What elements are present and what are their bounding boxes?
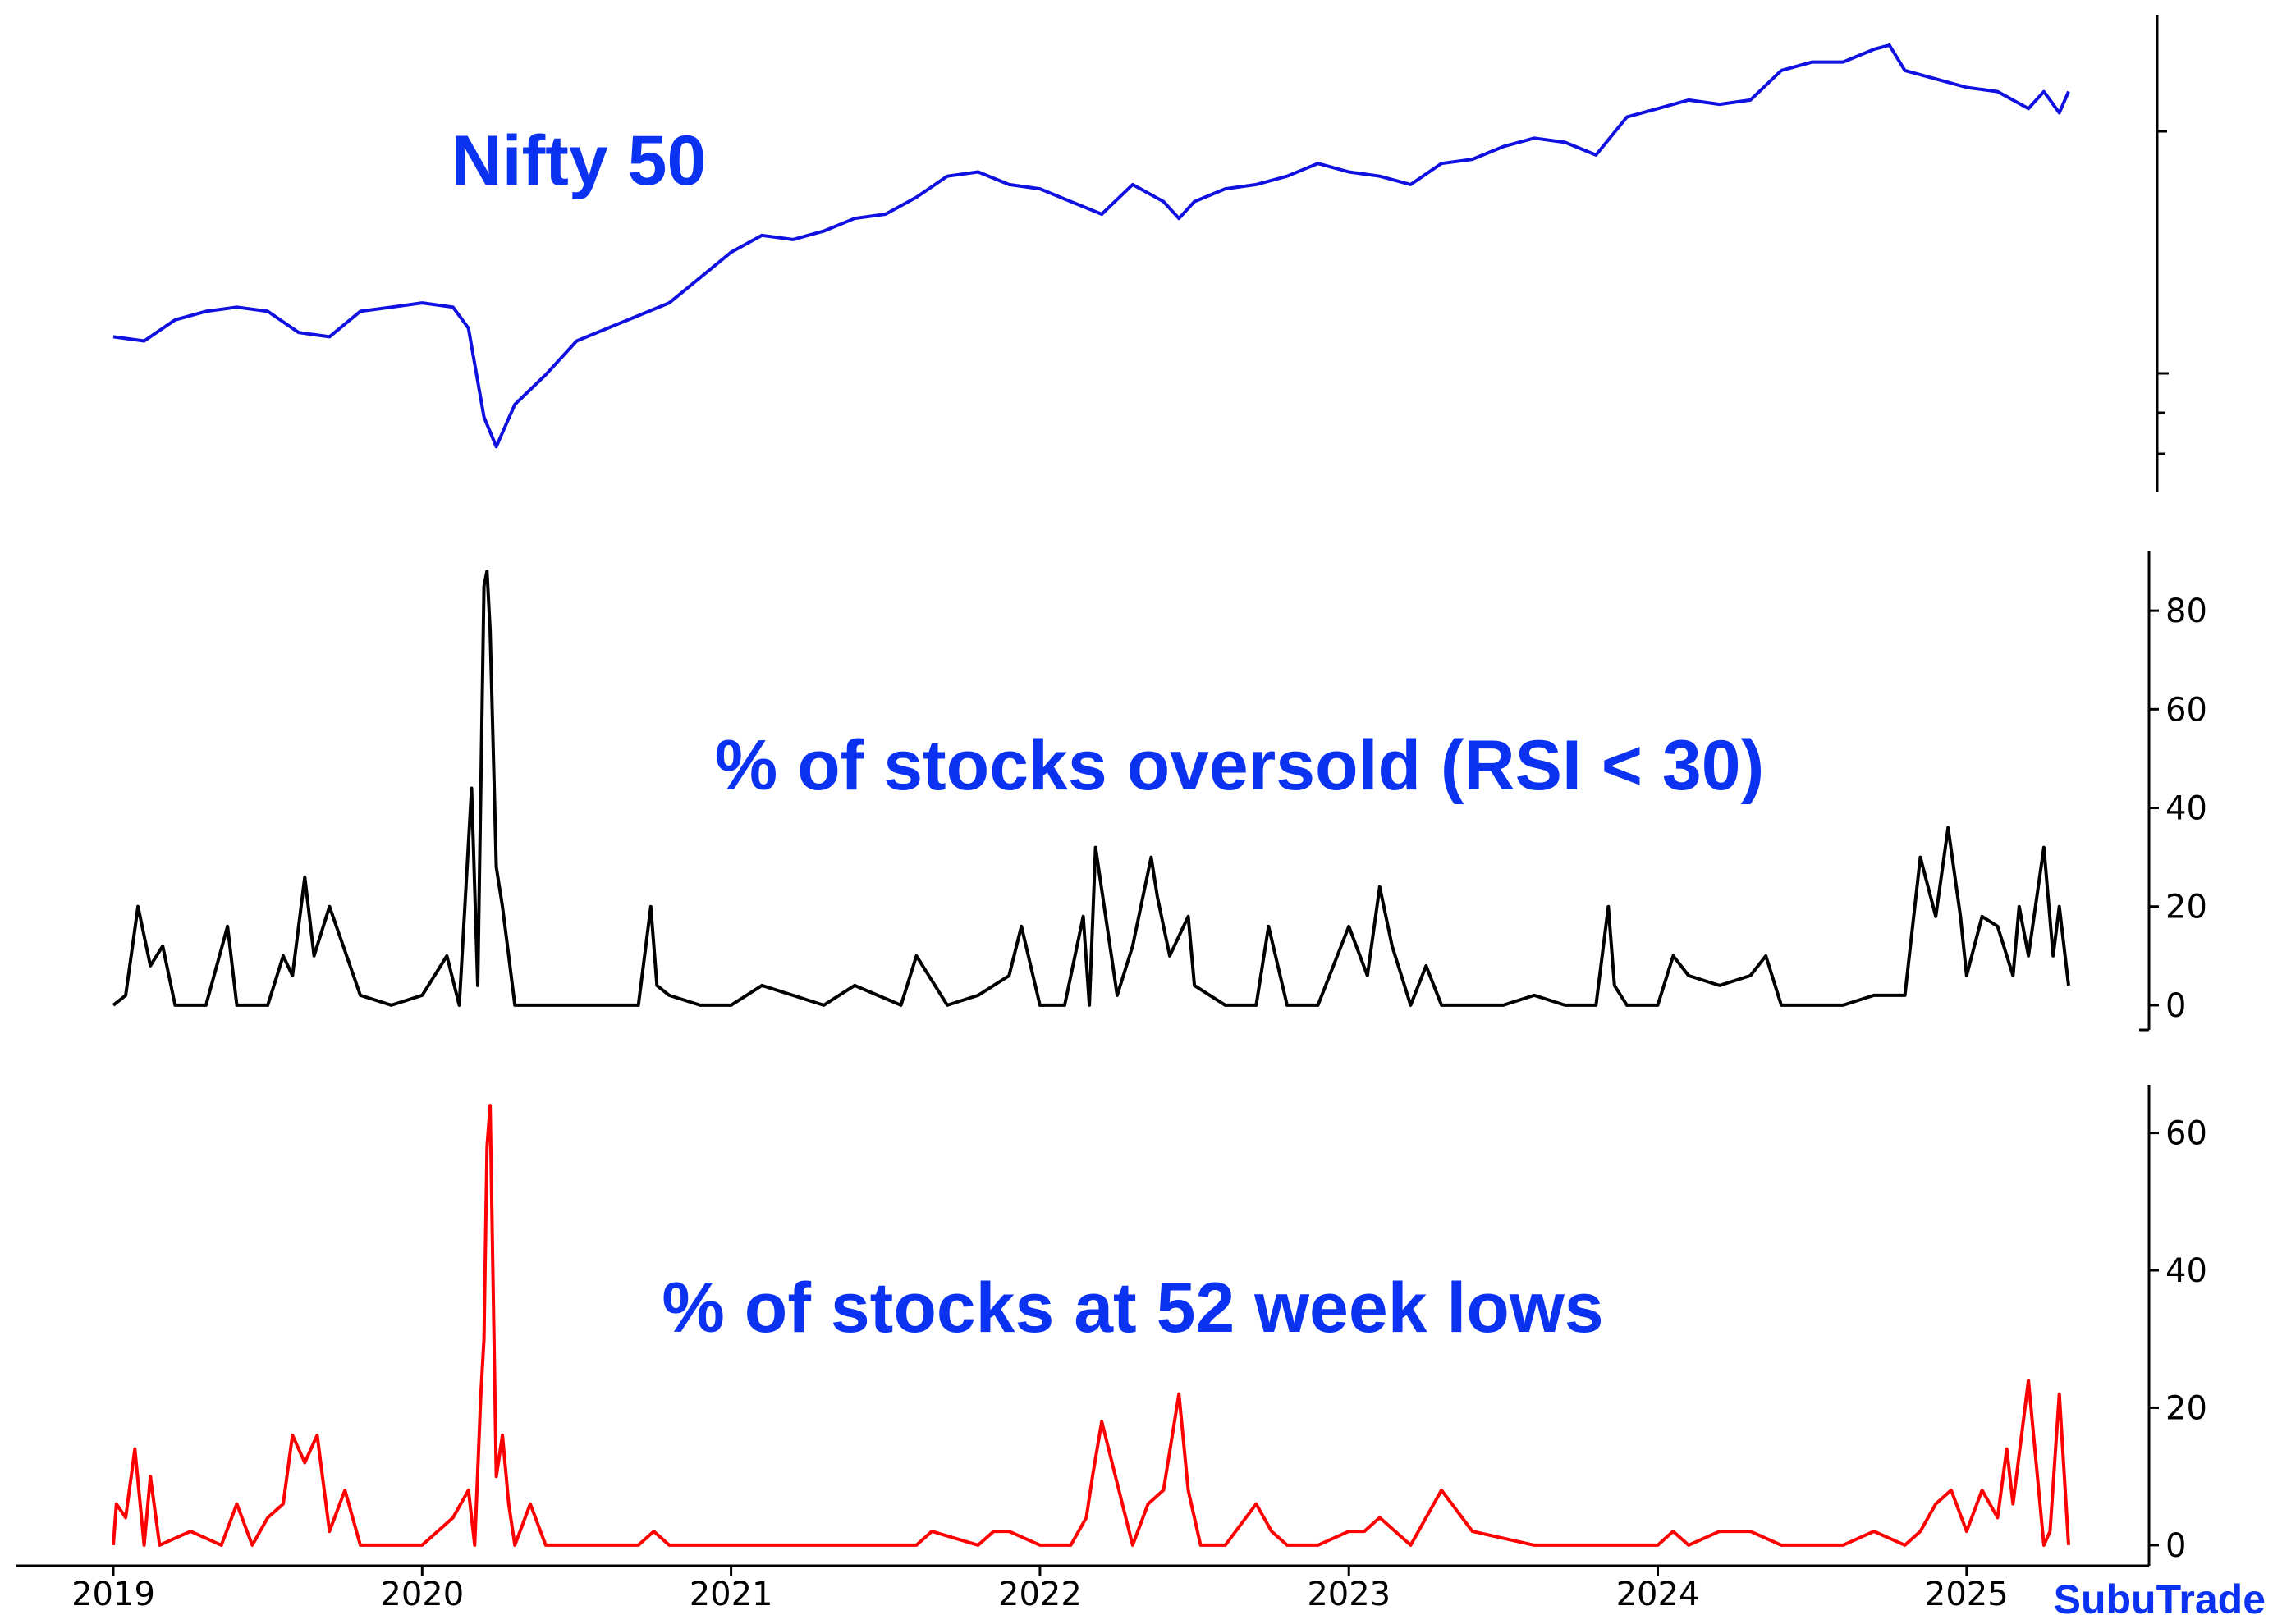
y-tick-label: 0 <box>2165 987 2186 1025</box>
y-tick-label: 60 <box>2165 691 2207 729</box>
nifty-50-line <box>112 43 2070 449</box>
y-tick-label: 40 <box>2165 1252 2207 1290</box>
52-week-lows-panel: 0 20 40 60 2019 2020 2021 2022 2023 2024 2025 % o… <box>16 1085 2207 1613</box>
y-tick-label: 60 <box>2165 1115 2207 1153</box>
lows-y-ticks: 0 20 40 60 <box>2149 1115 2207 1565</box>
oversold-panel: 0 20 40 60 80 % of stocks oversold (RSI < 30… <box>112 551 2207 1032</box>
x-tick-label: 2020 <box>380 1576 464 1613</box>
x-tick-label: 2023 <box>1307 1576 1391 1613</box>
oversold-title: % of stocks oversold (RSI < 30) <box>715 726 1764 805</box>
x-tick-label: 2022 <box>998 1576 1082 1613</box>
y-tick-label: 40 <box>2165 790 2207 828</box>
x-tick-label: 2019 <box>71 1576 155 1613</box>
y-tick-label: 80 <box>2165 592 2207 630</box>
x-tick-label: 2025 <box>1925 1576 2009 1613</box>
subutrade-brand: SubuTrade <box>2054 1576 2266 1622</box>
52-week-lows-title: % of stocks at 52 week lows <box>662 1269 1603 1347</box>
nifty-50-panel: Nifty 50 <box>112 15 2169 492</box>
x-tick-label: 2024 <box>1616 1576 1700 1613</box>
x-axis-ticks: 2019 2020 2021 2022 2023 2024 2025 <box>71 1566 2009 1613</box>
y-tick-label: 20 <box>2165 1389 2207 1427</box>
y-tick-label: 20 <box>2165 889 2207 926</box>
x-tick-label: 2021 <box>690 1576 773 1613</box>
nifty-50-title: Nifty 50 <box>451 121 707 200</box>
oversold-line <box>112 570 2070 1007</box>
y-tick-label: 0 <box>2165 1527 2186 1565</box>
52-week-lows-line <box>112 1104 2070 1547</box>
oversold-y-ticks: 0 20 40 60 80 <box>2149 592 2207 1025</box>
